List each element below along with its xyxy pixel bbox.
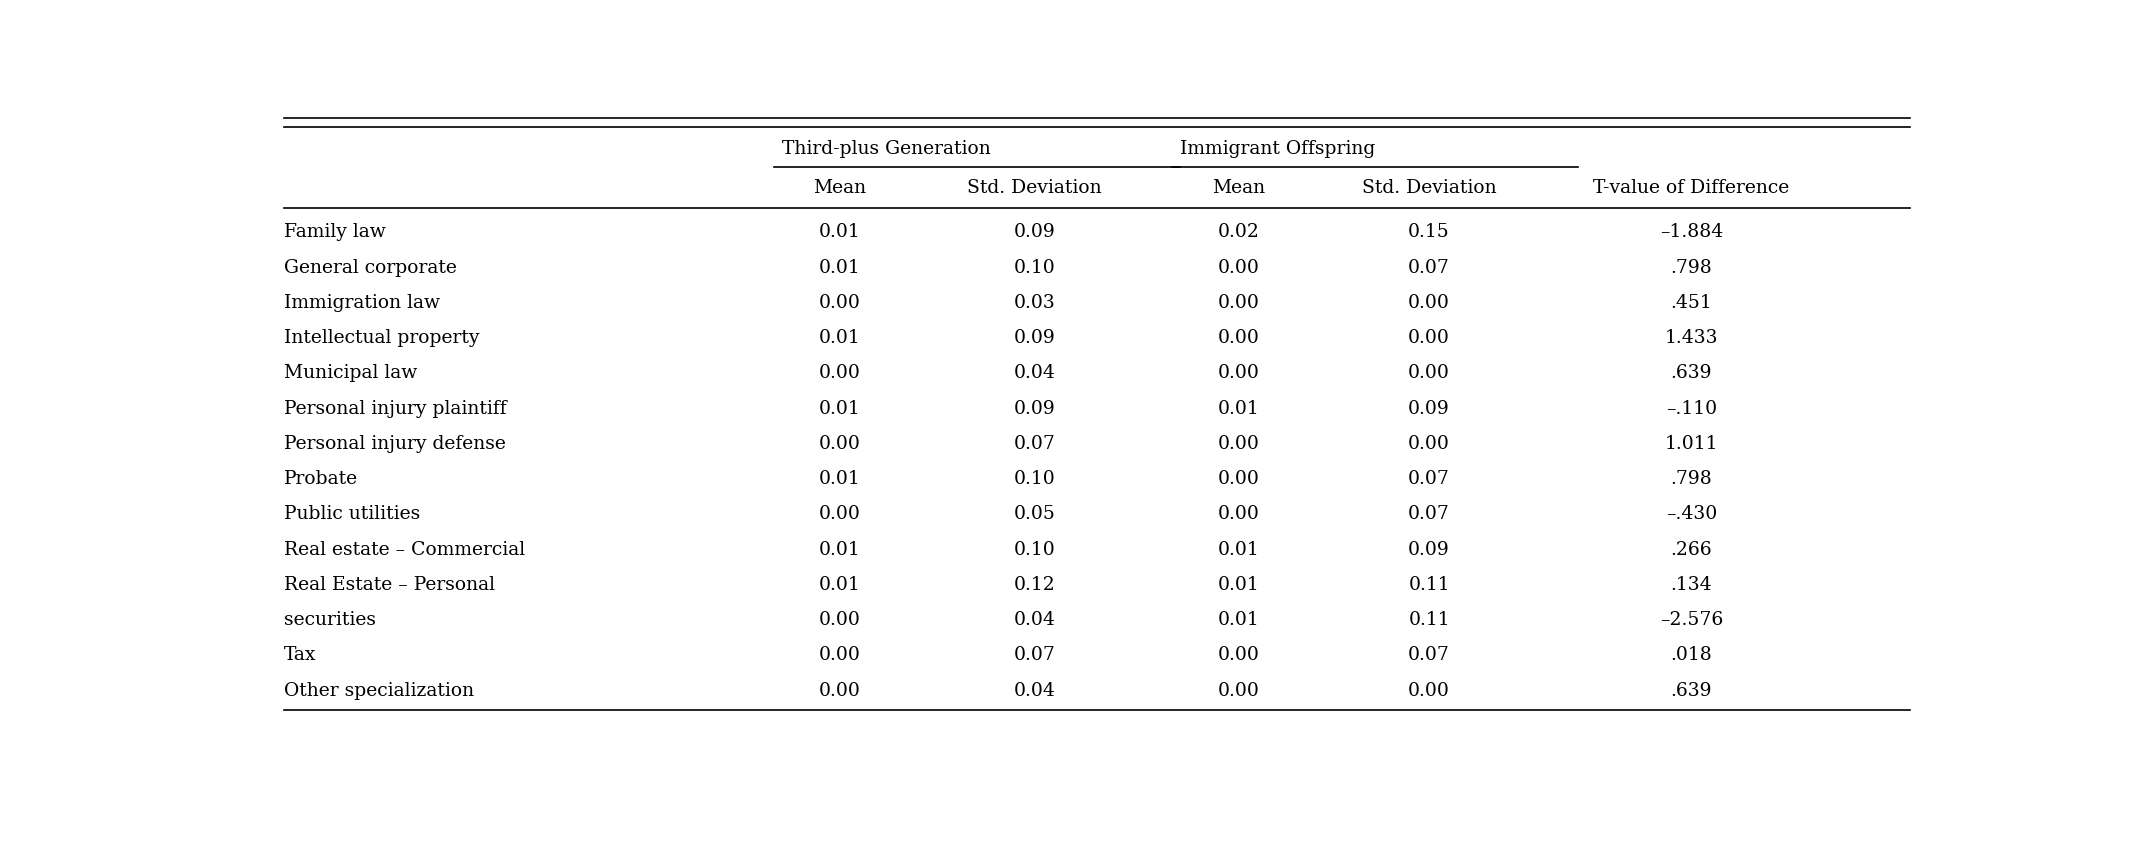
Text: Real estate – Commercial: Real estate – Commercial (285, 541, 525, 559)
Text: 0.01: 0.01 (820, 399, 861, 418)
Text: .134: .134 (1670, 576, 1713, 594)
Text: Intellectual property: Intellectual property (285, 329, 480, 347)
Text: .798: .798 (1670, 259, 1713, 276)
Text: 0.00: 0.00 (1409, 365, 1449, 382)
Text: 0.01: 0.01 (1218, 399, 1259, 418)
Text: Municipal law: Municipal law (285, 365, 417, 382)
Text: 1.433: 1.433 (1664, 329, 1717, 347)
Text: 0.00: 0.00 (1409, 682, 1449, 700)
Text: Std. Deviation: Std. Deviation (968, 179, 1100, 197)
Text: 0.00: 0.00 (820, 611, 861, 629)
Text: 0.01: 0.01 (820, 576, 861, 594)
Text: 0.00: 0.00 (1218, 365, 1259, 382)
Text: T-value of Difference: T-value of Difference (1593, 179, 1790, 197)
Text: 0.00: 0.00 (1218, 294, 1259, 312)
Text: Tax: Tax (285, 646, 317, 665)
Text: 0.09: 0.09 (1013, 399, 1056, 418)
Text: Public utilities: Public utilities (285, 505, 420, 523)
Text: 0.01: 0.01 (1218, 541, 1259, 559)
Text: 0.07: 0.07 (1013, 646, 1056, 665)
Text: .639: .639 (1670, 365, 1713, 382)
Text: 0.07: 0.07 (1409, 646, 1449, 665)
Text: 0.07: 0.07 (1409, 505, 1449, 523)
Text: 0.00: 0.00 (820, 435, 861, 453)
Text: –2.576: –2.576 (1659, 611, 1724, 629)
Text: 0.00: 0.00 (1218, 682, 1259, 700)
Text: 0.07: 0.07 (1409, 470, 1449, 488)
Text: Std. Deviation: Std. Deviation (1362, 179, 1497, 197)
Text: 0.00: 0.00 (1218, 259, 1259, 276)
Text: 0.01: 0.01 (1218, 576, 1259, 594)
Text: 0.00: 0.00 (1218, 470, 1259, 488)
Text: –.110: –.110 (1666, 399, 1717, 418)
Text: 0.00: 0.00 (1409, 329, 1449, 347)
Text: 0.00: 0.00 (820, 505, 861, 523)
Text: General corporate: General corporate (285, 259, 456, 276)
Text: 0.01: 0.01 (820, 223, 861, 242)
Text: 0.01: 0.01 (1218, 611, 1259, 629)
Text: securities: securities (285, 611, 377, 629)
Text: 0.10: 0.10 (1013, 470, 1056, 488)
Text: 0.00: 0.00 (820, 294, 861, 312)
Text: 0.09: 0.09 (1409, 541, 1449, 559)
Text: 0.00: 0.00 (1409, 435, 1449, 453)
Text: Family law: Family law (285, 223, 385, 242)
Text: .266: .266 (1670, 541, 1713, 559)
Text: 0.01: 0.01 (820, 329, 861, 347)
Text: 0.05: 0.05 (1013, 505, 1056, 523)
Text: .451: .451 (1670, 294, 1713, 312)
Text: 0.00: 0.00 (1218, 505, 1259, 523)
Text: Third-plus Generation: Third-plus Generation (781, 140, 991, 158)
Text: 0.09: 0.09 (1013, 329, 1056, 347)
Text: 0.03: 0.03 (1013, 294, 1056, 312)
Text: .018: .018 (1670, 646, 1713, 665)
Text: Personal injury defense: Personal injury defense (285, 435, 505, 453)
Text: Mean: Mean (814, 179, 867, 197)
Text: 0.11: 0.11 (1409, 576, 1449, 594)
Text: 0.00: 0.00 (820, 682, 861, 700)
Text: .639: .639 (1670, 682, 1713, 700)
Text: 0.00: 0.00 (1218, 435, 1259, 453)
Text: 0.00: 0.00 (1409, 294, 1449, 312)
Text: 0.04: 0.04 (1013, 682, 1056, 700)
Text: 0.01: 0.01 (820, 470, 861, 488)
Text: 0.10: 0.10 (1013, 541, 1056, 559)
Text: 1.011: 1.011 (1664, 435, 1717, 453)
Text: 0.09: 0.09 (1013, 223, 1056, 242)
Text: Immigration law: Immigration law (285, 294, 441, 312)
Text: 0.15: 0.15 (1409, 223, 1449, 242)
Text: –.430: –.430 (1666, 505, 1717, 523)
Text: Immigrant Offspring: Immigrant Offspring (1180, 140, 1375, 158)
Text: Probate: Probate (285, 470, 358, 488)
Text: 0.07: 0.07 (1013, 435, 1056, 453)
Text: 0.02: 0.02 (1218, 223, 1259, 242)
Text: 0.00: 0.00 (1218, 646, 1259, 665)
Text: Personal injury plaintiff: Personal injury plaintiff (285, 399, 507, 418)
Text: Other specialization: Other specialization (285, 682, 475, 700)
Text: 0.12: 0.12 (1013, 576, 1056, 594)
Text: 0.00: 0.00 (820, 646, 861, 665)
Text: 0.01: 0.01 (820, 259, 861, 276)
Text: 0.01: 0.01 (820, 541, 861, 559)
Text: .798: .798 (1670, 470, 1713, 488)
Text: 0.04: 0.04 (1013, 611, 1056, 629)
Text: 0.09: 0.09 (1409, 399, 1449, 418)
Text: –1.884: –1.884 (1659, 223, 1724, 242)
Text: 0.04: 0.04 (1013, 365, 1056, 382)
Text: 0.00: 0.00 (820, 365, 861, 382)
Text: 0.10: 0.10 (1013, 259, 1056, 276)
Text: 0.07: 0.07 (1409, 259, 1449, 276)
Text: Mean: Mean (1212, 179, 1265, 197)
Text: 0.11: 0.11 (1409, 611, 1449, 629)
Text: Real Estate – Personal: Real Estate – Personal (285, 576, 495, 594)
Text: 0.00: 0.00 (1218, 329, 1259, 347)
